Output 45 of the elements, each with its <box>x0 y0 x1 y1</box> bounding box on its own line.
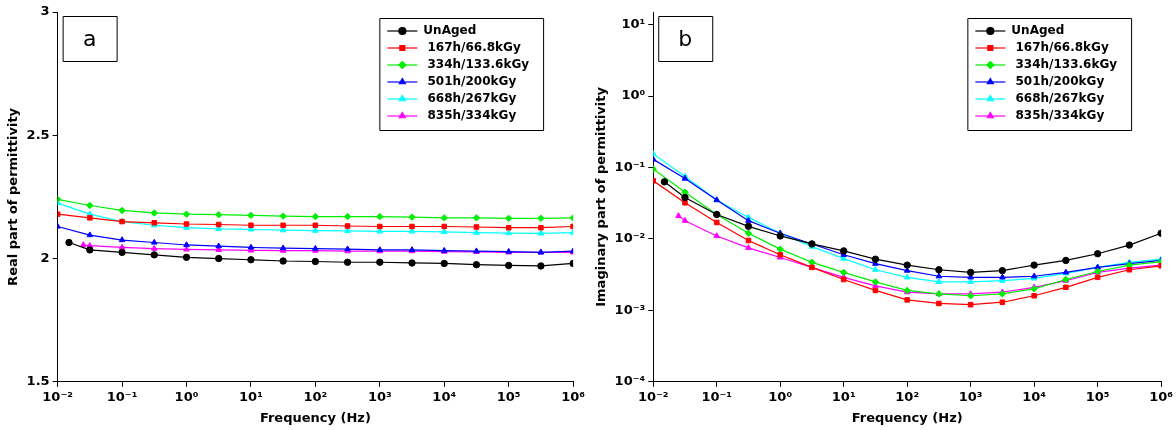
x-tick-label: 10⁻¹ <box>106 388 138 404</box>
x-tick-label: 10⁴ <box>432 388 457 404</box>
x-axis-title: Frequency (Hz) <box>259 409 371 425</box>
x-tick-label: 10¹ <box>831 388 856 404</box>
legend-label: 501h/200kGy <box>423 74 517 89</box>
x-tick-label: 10³ <box>367 388 392 404</box>
legend-label: 835h/334kGy <box>423 108 517 123</box>
legend-label: 167h/66.8kGy <box>1011 40 1109 55</box>
x-tick-label: 10⁻² <box>637 388 669 404</box>
y-tick-label: 10⁰ <box>621 87 646 103</box>
y-tick-label: 3 <box>40 3 50 19</box>
x-tick-label: 10² <box>895 388 920 404</box>
x-tick-label: 10³ <box>958 388 983 404</box>
legend-label: 334h/133.6kGy <box>1011 57 1118 72</box>
y-tick-label: 10⁻¹ <box>614 158 646 174</box>
y-tick-label: 10⁻² <box>614 230 646 246</box>
legend-label: 668h/267kGy <box>423 91 517 106</box>
legend-label: 334h/133.6kGy <box>423 57 530 72</box>
legend-label: 835h/334kGy <box>1011 108 1105 123</box>
x-tick-label: 10⁶ <box>1149 388 1174 404</box>
x-tick-label: 10⁶ <box>561 388 586 404</box>
y-tick-label: 2 <box>40 249 50 265</box>
annotation: a <box>82 25 97 51</box>
x-tick-label: 10⁰ <box>174 388 199 404</box>
x-tick-label: 10¹ <box>239 388 263 404</box>
x-tick-label: 10² <box>303 388 328 404</box>
x-tick-label: 10⁴ <box>1022 388 1047 404</box>
x-tick-label: 10⁰ <box>768 388 793 404</box>
x-tick-label: 10⁵ <box>496 388 521 404</box>
y-tick-label: 10⁻³ <box>614 301 646 317</box>
y-tick-label: 1.5 <box>26 373 50 389</box>
annotation: b <box>678 25 693 51</box>
y-tick-label: 2.5 <box>26 126 50 142</box>
legend-label: 668h/267kGy <box>1011 91 1105 106</box>
legend-label: UnAged <box>423 23 477 38</box>
x-tick-label: 10⁵ <box>1085 388 1110 404</box>
x-tick-label: 10⁻¹ <box>701 388 733 404</box>
legend-label: UnAged <box>1011 23 1065 38</box>
y-axis-title: Real part of permittivity <box>5 107 21 286</box>
legend-label: 501h/200kGy <box>1011 74 1105 89</box>
y-axis-title: Imaginary part of permittivity <box>593 86 609 307</box>
legend-label: 167h/66.8kGy <box>423 40 521 55</box>
x-axis-title: Frequency (Hz) <box>851 409 963 425</box>
y-tick-label: 10⁻⁴ <box>614 373 646 389</box>
y-tick-label: 10¹ <box>621 15 646 31</box>
